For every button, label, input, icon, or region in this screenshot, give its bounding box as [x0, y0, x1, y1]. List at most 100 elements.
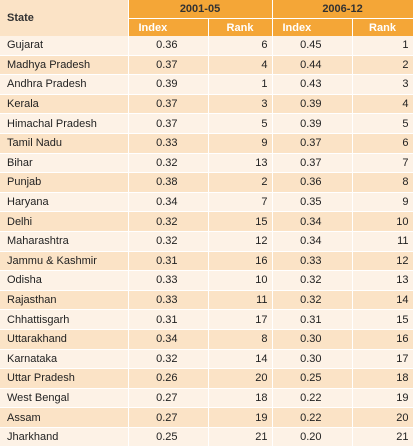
- rank-2001-05-cell: 1: [208, 74, 273, 95]
- state-cell: Haryana: [0, 192, 129, 213]
- rank-2006-12-cell: 3: [352, 74, 413, 95]
- table-row: Maharashtra 0.32 12 0.34 11: [0, 231, 413, 252]
- index-2001-05-cell: 0.31: [128, 251, 209, 272]
- rank-header-2006-12: Rank: [352, 18, 413, 36]
- index-2001-05-cell: 0.32: [128, 231, 209, 252]
- rank-2006-12-cell: 1: [352, 36, 413, 56]
- period-header-2001-05: 2001-05: [128, 0, 273, 19]
- rank-2006-12-cell: 17: [352, 349, 413, 370]
- table-row: Assam 0.27 19 0.22 20: [0, 407, 413, 428]
- state-column-header: State: [0, 0, 129, 36]
- rank-2001-05-cell: 5: [208, 113, 273, 134]
- index-2006-12-cell: 0.30: [272, 329, 353, 350]
- rank-2001-05-cell: 20: [208, 368, 273, 389]
- state-cell: Jammu & Kashmir: [0, 251, 129, 272]
- state-cell: Madhya Pradesh: [0, 55, 129, 76]
- rank-2001-05-cell: 18: [208, 388, 273, 409]
- state-cell: Andhra Pradesh: [0, 74, 129, 95]
- state-cell: Punjab: [0, 172, 129, 193]
- state-cell: Tamil Nadu: [0, 133, 129, 154]
- table-row: Haryana 0.34 7 0.35 9: [0, 192, 413, 213]
- table-row: Rajasthan 0.33 11 0.32 14: [0, 290, 413, 311]
- table-row: Chhattisgarh 0.31 17 0.31 15: [0, 309, 413, 330]
- index-2001-05-cell: 0.25: [128, 427, 209, 447]
- table-row: Madhya Pradesh 0.37 4 0.44 2: [0, 55, 413, 76]
- index-2006-12-cell: 0.39: [272, 113, 353, 134]
- index-header-2001-05: Index: [128, 18, 209, 36]
- state-cell: Kerala: [0, 94, 129, 115]
- state-cell: Jharkhand: [0, 427, 129, 447]
- table-row: Odisha 0.33 10 0.32 13: [0, 270, 413, 291]
- header-row-periods: State 2001-05 2006-12: [0, 0, 413, 36]
- index-2001-05-cell: 0.38: [128, 172, 209, 193]
- index-2001-05-cell: 0.33: [128, 290, 209, 311]
- table-row: Delhi 0.32 15 0.34 10: [0, 211, 413, 232]
- index-2006-12-cell: 0.36: [272, 172, 353, 193]
- index-2006-12-cell: 0.32: [272, 270, 353, 291]
- index-2006-12-cell: 0.30: [272, 349, 353, 370]
- rank-2006-12-cell: 2: [352, 55, 413, 76]
- rank-2006-12-cell: 14: [352, 290, 413, 311]
- table-row: Bihar 0.32 13 0.37 7: [0, 153, 413, 174]
- table-row: Uttarakhand 0.34 8 0.30 16: [0, 329, 413, 350]
- index-2006-12-cell: 0.37: [272, 133, 353, 154]
- state-cell: Assam: [0, 407, 129, 428]
- index-2001-05-cell: 0.32: [128, 211, 209, 232]
- table-row: Punjab 0.38 2 0.36 8: [0, 172, 413, 193]
- rank-2006-12-cell: 13: [352, 270, 413, 291]
- index-2006-12-cell: 0.45: [272, 36, 353, 56]
- table-row: Jammu & Kashmir 0.31 16 0.33 12: [0, 251, 413, 272]
- index-2006-12-cell: 0.25: [272, 368, 353, 389]
- rank-2001-05-cell: 12: [208, 231, 273, 252]
- state-cell: Delhi: [0, 211, 129, 232]
- state-cell: Uttarakhand: [0, 329, 129, 350]
- rank-2001-05-cell: 13: [208, 153, 273, 174]
- index-header-2006-12: Index: [272, 18, 353, 36]
- rank-2001-05-cell: 15: [208, 211, 273, 232]
- index-2006-12-cell: 0.35: [272, 192, 353, 213]
- table-row: Tamil Nadu 0.33 9 0.37 6: [0, 133, 413, 154]
- rank-2006-12-cell: 6: [352, 133, 413, 154]
- index-2006-12-cell: 0.20: [272, 427, 353, 447]
- state-cell: Gujarat: [0, 36, 129, 56]
- index-2001-05-cell: 0.34: [128, 329, 209, 350]
- state-cell: Himachal Pradesh: [0, 113, 129, 134]
- state-cell: West Bengal: [0, 388, 129, 409]
- rank-2006-12-cell: 4: [352, 94, 413, 115]
- rank-2006-12-cell: 18: [352, 368, 413, 389]
- index-2001-05-cell: 0.33: [128, 270, 209, 291]
- table-row: West Bengal 0.27 18 0.22 19: [0, 388, 413, 409]
- table-row: Himachal Pradesh 0.37 5 0.39 5: [0, 113, 413, 134]
- rank-2006-12-cell: 8: [352, 172, 413, 193]
- rank-2006-12-cell: 9: [352, 192, 413, 213]
- index-2001-05-cell: 0.39: [128, 74, 209, 95]
- rank-2006-12-cell: 20: [352, 407, 413, 428]
- period-header-2006-12: 2006-12: [272, 0, 413, 19]
- rank-2006-12-cell: 5: [352, 113, 413, 134]
- index-2001-05-cell: 0.32: [128, 349, 209, 370]
- table-row: Uttar Pradesh 0.26 20 0.25 18: [0, 368, 413, 389]
- rank-2001-05-cell: 16: [208, 251, 273, 272]
- rank-2006-12-cell: 19: [352, 388, 413, 409]
- index-2001-05-cell: 0.37: [128, 113, 209, 134]
- rank-2001-05-cell: 21: [208, 427, 273, 447]
- rank-2001-05-cell: 11: [208, 290, 273, 311]
- rank-2001-05-cell: 3: [208, 94, 273, 115]
- index-2001-05-cell: 0.34: [128, 192, 209, 213]
- state-cell: Karnataka: [0, 349, 129, 370]
- rank-2006-12-cell: 12: [352, 251, 413, 272]
- rank-2006-12-cell: 21: [352, 427, 413, 447]
- index-2001-05-cell: 0.31: [128, 309, 209, 330]
- index-2006-12-cell: 0.34: [272, 211, 353, 232]
- table-row: Kerala 0.37 3 0.39 4: [0, 94, 413, 115]
- index-2006-12-cell: 0.22: [272, 407, 353, 428]
- index-2001-05-cell: 0.36: [128, 36, 209, 56]
- table-row: Jharkhand 0.25 21 0.20 21: [0, 427, 413, 447]
- rank-2001-05-cell: 8: [208, 329, 273, 350]
- table-row: Andhra Pradesh 0.39 1 0.43 3: [0, 74, 413, 95]
- rank-2001-05-cell: 14: [208, 349, 273, 370]
- rank-2006-12-cell: 10: [352, 211, 413, 232]
- rank-2001-05-cell: 7: [208, 192, 273, 213]
- state-cell: Odisha: [0, 270, 129, 291]
